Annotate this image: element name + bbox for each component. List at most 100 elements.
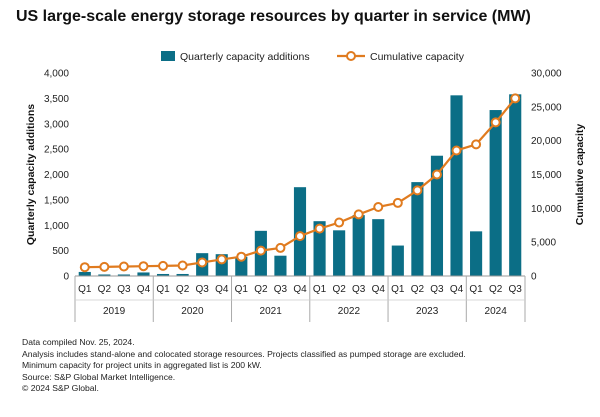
bar-quarterly-addition	[411, 182, 424, 276]
cumulative-point	[490, 117, 501, 128]
x-axis-quarter-label: Q2	[176, 284, 190, 295]
left-axis-tick-label: 3,000	[44, 119, 69, 130]
x-axis-quarter-label: Q2	[411, 284, 425, 295]
x-axis-quarter-label: Q1	[469, 284, 483, 295]
right-axis-tick-label: 20,000	[531, 136, 562, 147]
x-axis-quarter-label: Q3	[117, 284, 131, 295]
bar-quarterly-addition	[333, 230, 346, 276]
bar-quarterly-addition	[313, 221, 326, 276]
legend-swatch-quarterly-additions	[161, 51, 175, 61]
x-axis-quarter-label: Q1	[391, 284, 405, 295]
cumulative-point	[197, 257, 208, 268]
cumulative-point	[118, 261, 129, 272]
combo-chart: 0 500 1,000 1,500 2,000 2,500 3,000 3,500 4,000 0…	[25, 51, 586, 322]
right-axis-tick-label: 25,000	[531, 102, 562, 113]
x-axis-quarter-label: Q4	[372, 284, 386, 295]
x-axis-quarter-label: Q4	[450, 284, 464, 295]
cumulative-point	[138, 261, 149, 272]
x-axis-quarter-label: Q2	[98, 284, 112, 295]
x-axis-year-label: 2020	[181, 306, 204, 317]
x-axis-quarter-label: Q4	[293, 284, 307, 295]
right-axis-tick-label: 5,000	[531, 238, 556, 249]
note-minimum: Minimum capacity for project units in ag…	[22, 360, 262, 371]
x-axis-quarter-label: Q1	[78, 284, 92, 295]
left-axis-tick-label: 1,500	[44, 195, 69, 206]
bar-quarterly-addition	[176, 273, 189, 276]
bar-quarterly-addition	[117, 274, 130, 276]
x-axis-quarter-label: Q1	[235, 284, 249, 295]
cumulative-point	[451, 145, 462, 156]
left-axis-tick-label: 1,000	[44, 221, 69, 232]
cumulative-point	[314, 223, 325, 234]
cumulative-point	[353, 209, 364, 220]
right-axis-tick-label: 10,000	[531, 204, 562, 215]
bar-quarterly-addition	[137, 272, 150, 276]
left-axis-tick-label: 4,000	[44, 69, 69, 80]
cumulative-point	[392, 197, 403, 208]
cumulative-point	[79, 262, 90, 273]
right-axis-tick-label: 15,000	[531, 170, 562, 181]
bar-quarterly-addition	[98, 274, 111, 276]
x-axis-quarter-label: Q1	[313, 284, 327, 295]
x-axis-quarter-label: Q2	[332, 284, 346, 295]
x-axis-year-label: 2021	[260, 306, 283, 317]
bar-quarterly-addition	[235, 256, 248, 276]
legend-label-cumulative: Cumulative capacity	[370, 51, 465, 63]
bar-quarterly-addition	[430, 155, 444, 276]
x-axis-quarter-label: Q4	[215, 284, 229, 295]
note-analysis: Analysis includes stand-alone and coloca…	[22, 348, 466, 359]
bar-quarterly-addition	[352, 215, 365, 276]
chart-title: US large-scale energy storage resources …	[16, 8, 531, 25]
x-axis-quarter-label: Q3	[430, 284, 444, 295]
cumulative-point	[471, 139, 482, 150]
x-axis-quarter-label: Q2	[489, 284, 503, 295]
cumulative-point	[431, 169, 442, 180]
x-axis-year-label: 2023	[416, 306, 439, 317]
left-axis-tick-label: 2,000	[44, 170, 69, 181]
cumulative-point	[510, 93, 521, 104]
bar-quarterly-addition	[372, 219, 385, 276]
x-axis-quarter-label: Q1	[156, 284, 170, 295]
x-axis-quarter-label: Q3	[509, 284, 523, 295]
bar-quarterly-addition	[391, 245, 404, 276]
cumulative-point	[275, 242, 286, 253]
x-axis-year-label: 2019	[103, 306, 126, 317]
left-axis-tick-label: 2,500	[44, 145, 69, 156]
cumulative-point	[216, 254, 227, 265]
left-axis-title: Quarterly capacity additions	[25, 104, 37, 245]
bar-quarterly-addition	[470, 231, 483, 276]
cumulative-point	[373, 201, 384, 212]
x-axis-quarter-label: Q2	[254, 284, 268, 295]
bar-quarterly-addition	[156, 273, 170, 276]
cumulative-point	[412, 185, 423, 196]
bar-quarterly-addition	[489, 110, 502, 276]
bar-quarterly-addition	[450, 95, 463, 276]
x-axis-quarter-label: Q3	[274, 284, 288, 295]
left-axis-tick-label: 3,500	[44, 94, 69, 105]
cumulative-point	[177, 260, 188, 271]
chart-notes: Data compiled Nov. 25, 2024. Analysis in…	[22, 337, 466, 395]
bar-quarterly-addition	[274, 255, 287, 276]
note-compiled: Data compiled Nov. 25, 2024.	[22, 337, 135, 347]
cumulative-point	[255, 245, 266, 256]
right-axis-tick-label: 30,000	[531, 69, 562, 80]
legend-label-quarterly-additions: Quarterly capacity additions	[180, 51, 310, 63]
right-axis-title: Cumulative capacity	[574, 124, 586, 226]
cumulative-point	[99, 261, 110, 272]
left-axis-tick-label: 0	[63, 272, 69, 283]
cumulative-point	[236, 251, 247, 262]
cumulative-point	[158, 260, 169, 271]
cumulative-point	[334, 217, 345, 228]
x-axis-quarter-label: Q4	[137, 284, 151, 295]
x-axis-year-label: 2022	[338, 306, 361, 317]
note-source: Source: S&P Global Market Intelligence.	[22, 371, 176, 382]
legend-marker-cumulative	[346, 51, 356, 61]
note-copyright: © 2024 S&P Global.	[22, 383, 99, 394]
cumulative-point	[295, 231, 305, 242]
x-axis-quarter-label: Q3	[352, 284, 366, 295]
x-axis-quarter-label: Q3	[196, 284, 210, 295]
bar-quarterly-addition	[78, 271, 91, 276]
left-axis-tick-label: 500	[52, 246, 69, 257]
x-axis-year-label: 2024	[485, 306, 508, 317]
right-axis-tick-label: 0	[531, 272, 537, 283]
